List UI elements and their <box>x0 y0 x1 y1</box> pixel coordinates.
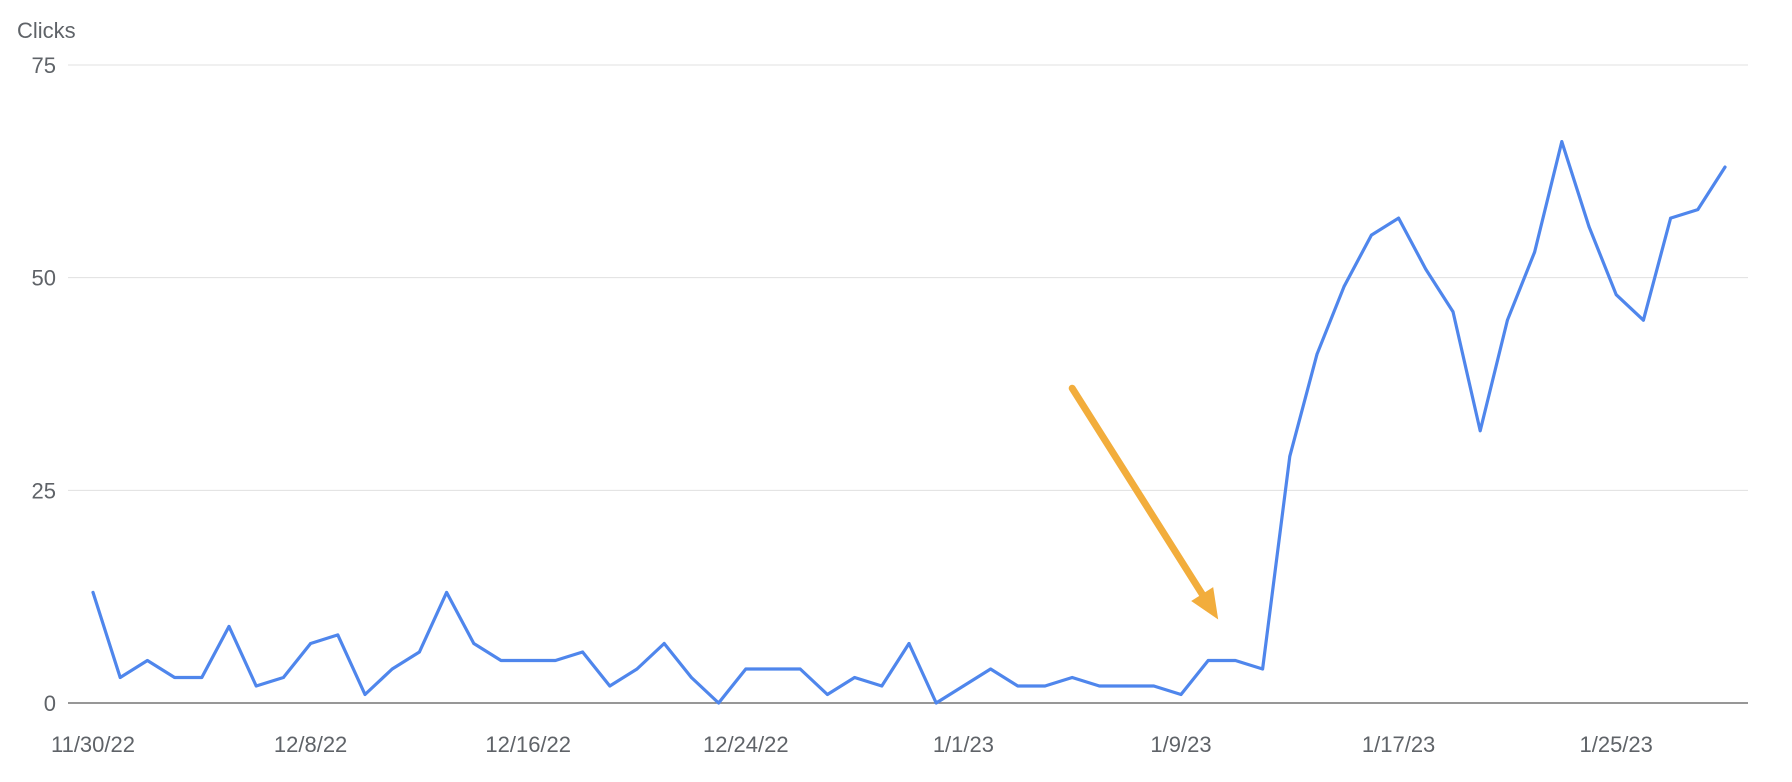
data-point <box>118 676 122 679</box>
data-point <box>1206 659 1210 662</box>
data-point <box>962 684 965 688</box>
data-point <box>1560 140 1564 143</box>
data-point <box>1261 667 1264 671</box>
data-point <box>336 633 340 637</box>
data-point <box>1642 318 1645 322</box>
data-point <box>227 625 231 628</box>
data-point <box>363 693 367 696</box>
x-tick-label: 12/24/22 <box>703 732 789 757</box>
data-point <box>1179 693 1183 696</box>
data-point <box>853 676 856 679</box>
data-point <box>934 701 938 705</box>
data-point <box>662 642 666 645</box>
x-tick-label: 1/1/23 <box>933 732 994 757</box>
y-tick-label: 25 <box>32 478 56 503</box>
x-tick-label: 1/17/23 <box>1362 732 1435 757</box>
data-point <box>445 591 448 594</box>
x-tick-label: 12/16/22 <box>485 732 571 757</box>
data-point <box>1533 250 1536 254</box>
data-point <box>635 667 639 671</box>
data-point <box>581 650 584 654</box>
annotation-layer <box>1068 384 1219 620</box>
data-point <box>499 659 503 662</box>
data-point <box>418 650 421 654</box>
data-point <box>608 684 612 688</box>
y-tick-label: 75 <box>32 53 56 78</box>
series-layer <box>91 140 1727 705</box>
data-point <box>1614 293 1618 297</box>
data-point <box>826 693 829 696</box>
data-point <box>1070 676 1074 679</box>
data-point <box>771 667 775 671</box>
data-point <box>282 676 285 679</box>
data-point <box>1696 208 1700 212</box>
x-tick-label: 12/8/22 <box>274 732 347 757</box>
data-point <box>390 667 394 671</box>
data-point <box>1342 284 1346 288</box>
series-line <box>91 140 1727 705</box>
y-axis-ticks: 0 25 50 75 <box>32 53 56 716</box>
annotation-arrow-shaft <box>1068 384 1206 598</box>
data-point <box>254 684 258 688</box>
data-point <box>1125 684 1128 688</box>
data-point <box>880 684 884 688</box>
x-tick-label: 1/25/23 <box>1579 732 1652 757</box>
data-point <box>798 667 802 671</box>
data-point <box>1098 684 1101 688</box>
data-point <box>146 659 149 662</box>
data-point <box>744 667 748 671</box>
y-tick-label: 0 <box>44 691 56 716</box>
x-tick-label: 1/9/23 <box>1150 732 1211 757</box>
data-point <box>1016 684 1020 688</box>
data-point <box>200 676 204 679</box>
data-point <box>1043 684 1047 688</box>
gridlines <box>68 64 1748 704</box>
data-point <box>309 642 312 645</box>
data-point <box>1587 225 1591 229</box>
data-point <box>907 642 911 645</box>
data-point <box>690 676 693 679</box>
y-axis-title: Clicks <box>17 18 76 43</box>
data-point <box>1152 684 1156 688</box>
data-point <box>1478 429 1482 433</box>
data-point <box>1370 233 1373 237</box>
annotation-arrow-head <box>1191 587 1219 620</box>
data-point <box>1451 310 1455 314</box>
data-point <box>989 667 992 671</box>
data-point <box>91 591 95 594</box>
y-tick-label: 50 <box>32 266 56 291</box>
x-tick-label: 11/30/22 <box>51 732 135 757</box>
data-point <box>1288 454 1292 458</box>
data-point <box>1506 318 1509 322</box>
data-point <box>173 676 177 679</box>
data-point <box>1723 165 1727 169</box>
data-point <box>1424 267 1428 271</box>
data-point <box>1315 352 1319 356</box>
data-point <box>526 659 530 662</box>
data-point <box>1669 216 1672 220</box>
data-point <box>554 659 557 662</box>
data-point <box>1397 216 1400 220</box>
data-point <box>1234 659 1237 662</box>
x-axis-ticks: 11/30/22 12/8/22 12/16/22 12/24/22 1/1/23 1/9… <box>51 732 1653 757</box>
data-point <box>717 701 720 705</box>
data-point <box>472 642 476 645</box>
